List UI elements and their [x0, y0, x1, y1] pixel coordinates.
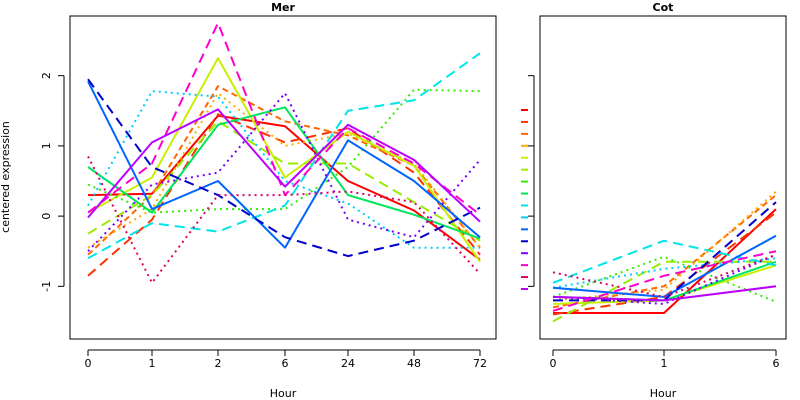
mer-title: Mer — [271, 1, 295, 14]
cot-title: Cot — [653, 1, 674, 14]
mer-x-tick-label: 0 — [85, 357, 92, 370]
cot-series-line-3 — [552, 194, 777, 309]
cot-x-tick-label: 6 — [773, 357, 780, 370]
cot-series-line-15 — [552, 253, 777, 298]
mer-y-tick-label: 2 — [40, 72, 53, 79]
mer-x-tick-label: 2 — [215, 357, 222, 370]
mer-series-line-9 — [87, 52, 481, 260]
mer-series-line-6 — [87, 120, 481, 242]
cot-series-line-11 — [552, 234, 777, 298]
mer-y-tick-label: 0 — [40, 213, 53, 220]
mer-y-axis-label: centered expression — [0, 121, 12, 233]
mer-series-line-4 — [87, 92, 481, 249]
mer-x-tick-label: 48 — [407, 357, 421, 370]
mer-series-line-13 — [87, 92, 481, 252]
series-legend-marks — [521, 109, 528, 290]
mer-y-tick-label: 1 — [40, 142, 53, 149]
cot-series-line-8 — [552, 260, 777, 302]
cot-x-tick-label: 1 — [661, 357, 668, 370]
cot-axes: 0 1 6 — [528, 75, 780, 370]
mer-series-line-15 — [87, 155, 481, 284]
cot-series-line-7 — [552, 255, 777, 303]
panel-mer: Mer Hour centered expression 0 1 2 6 24 48 72 -… — [0, 1, 497, 400]
mer-series-line-3 — [87, 85, 481, 256]
mer-x-axis-label: Hour — [270, 387, 297, 400]
mer-series-line-1 — [87, 114, 481, 261]
mer-plot-frame — [69, 15, 497, 340]
cot-series-line-12 — [553, 201, 777, 302]
mer-axes: 0 1 2 6 24 48 72 -1 0 1 2 — [40, 72, 487, 370]
mer-series-line-10 — [87, 90, 480, 249]
cot-plot-frame — [539, 15, 787, 340]
mer-series-line-16 — [87, 108, 481, 223]
mer-series-line-2 — [87, 113, 481, 277]
cot-series-line-4 — [552, 190, 777, 302]
mer-x-tick-label: 6 — [282, 357, 289, 370]
cot-series-lines — [552, 190, 777, 323]
cot-x-axis-label: Hour — [650, 387, 677, 400]
mer-x-tick-label: 72 — [473, 357, 487, 370]
cot-series-line-1 — [553, 208, 777, 314]
cot-series-line-10 — [552, 257, 777, 289]
mer-series-line-12 — [87, 78, 481, 258]
mer-series-lines — [87, 22, 481, 284]
cot-x-tick-label: 0 — [550, 357, 557, 370]
mer-series-line-8 — [87, 106, 481, 240]
mer-x-tick-label: 24 — [341, 357, 355, 370]
panel-cot: Cot Hour 0 1 6 — [528, 1, 787, 400]
mer-x-tick-label: 1 — [149, 357, 156, 370]
mer-series-line-5 — [87, 57, 481, 263]
mer-series-line-11 — [87, 80, 481, 249]
mer-y-tick-label: -1 — [40, 281, 53, 292]
cot-series-line-16 — [552, 285, 777, 302]
cot-series-line-14 — [552, 250, 777, 312]
